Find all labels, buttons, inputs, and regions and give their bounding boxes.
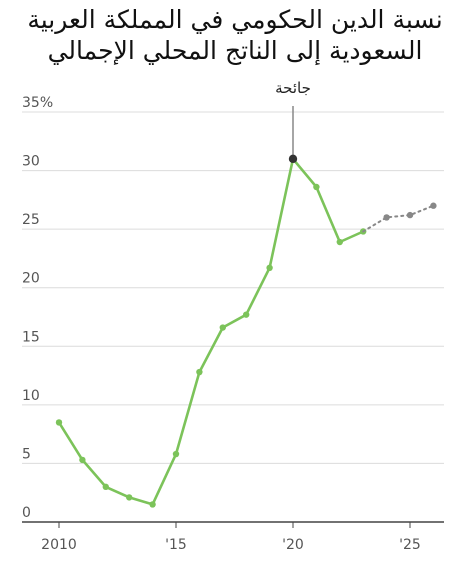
axes xyxy=(22,521,444,528)
y-tick-label: 25 xyxy=(22,212,40,228)
y-tick-label: 0 xyxy=(22,505,31,521)
data-point xyxy=(172,450,180,458)
data-point xyxy=(243,311,250,318)
annotation-point xyxy=(288,154,298,164)
y-tick-label: 10 xyxy=(22,388,40,404)
data-point xyxy=(55,419,63,426)
data-point xyxy=(196,368,203,376)
x-tick-label: '15 xyxy=(165,537,187,553)
data-point xyxy=(149,501,156,508)
x-tick-label: '25 xyxy=(399,537,421,553)
debt-ratio-line xyxy=(57,157,365,506)
gridlines xyxy=(22,111,444,464)
projection-point xyxy=(406,211,414,219)
tick-labels: 35% 30 25 20 15 10 5 0 2010 '15 '20 '25 xyxy=(22,95,421,553)
annotations: جائحة xyxy=(275,79,311,159)
annotation-label: جائحة xyxy=(275,79,311,97)
data-point xyxy=(126,494,133,501)
projection-line xyxy=(362,204,435,233)
series xyxy=(55,154,437,508)
x-tick-label: '20 xyxy=(282,537,304,553)
y-tick-label: 5 xyxy=(22,446,31,462)
y-tick-label: 15 xyxy=(22,329,40,345)
projection-point xyxy=(430,202,437,209)
y-tick-label: 35% xyxy=(22,95,53,111)
chart-title: نسبة الدين الحكومي في المملكة العربية ال… xyxy=(27,5,443,65)
y-tick-label: 20 xyxy=(22,271,40,287)
y-tick-label: 30 xyxy=(22,154,40,170)
projection-point xyxy=(383,214,390,221)
data-point xyxy=(313,183,320,191)
data-point xyxy=(219,324,226,331)
data-point xyxy=(266,264,273,271)
data-point xyxy=(102,483,110,491)
x-tick-label: 2010 xyxy=(41,537,77,553)
data-point xyxy=(79,456,86,464)
data-point xyxy=(336,238,343,246)
